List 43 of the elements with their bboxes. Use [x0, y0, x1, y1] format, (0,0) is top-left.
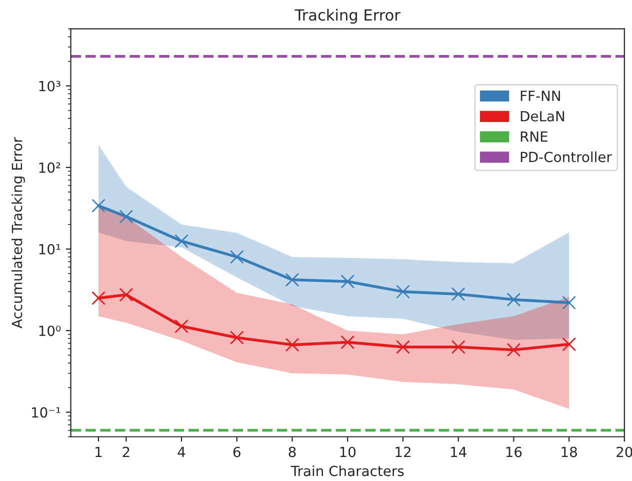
x-tick-label: 18: [562, 446, 577, 458]
point: [174, 319, 188, 334]
point: [285, 272, 300, 287]
legend-label: PD-Controller: [520, 151, 612, 162]
point: [451, 340, 466, 354]
y-tick-label: 10¹: [39, 244, 60, 255]
point: [506, 292, 521, 307]
point: [562, 337, 576, 352]
point: [230, 250, 244, 264]
x-tick-label: 4: [178, 446, 186, 458]
x-tick-label: 8: [288, 446, 296, 458]
point: [396, 340, 410, 354]
point: [119, 210, 134, 224]
point: [451, 287, 466, 302]
y-tick-label: 10²: [39, 162, 60, 173]
point: [92, 291, 106, 306]
x-tick-label: 10: [340, 446, 356, 458]
point: [230, 330, 244, 345]
point: [562, 296, 576, 310]
legend-label: FF-NN: [520, 90, 560, 101]
point: [285, 338, 300, 352]
point: [506, 342, 521, 357]
legend-label: DeLaN: [520, 111, 564, 122]
legend-label: RNE: [520, 132, 548, 142]
point: [396, 284, 410, 299]
x-tick-label: 16: [506, 446, 522, 458]
point: [340, 274, 355, 288]
x-tick-label: 6: [233, 446, 240, 458]
y-tick-label: 10⁰: [39, 326, 61, 336]
y-tick-label: 10³: [39, 80, 60, 92]
point: [174, 234, 188, 248]
x-axis-title: Train Characters: [290, 465, 404, 476]
chart-title: Tracking Error: [294, 8, 400, 24]
point: [119, 288, 134, 302]
y-axis-title: Accumulated Tracking Error: [11, 137, 25, 328]
point: [340, 335, 355, 350]
y-tick-label: 10⁻¹: [32, 407, 60, 418]
point: [92, 198, 106, 213]
x-tick-label: 1: [96, 446, 102, 458]
x-tick-label: 12: [396, 446, 410, 458]
x-tick-label: 2: [122, 446, 130, 458]
x-tick-label: 20: [616, 446, 632, 458]
x-tick-label: 14: [451, 446, 466, 458]
